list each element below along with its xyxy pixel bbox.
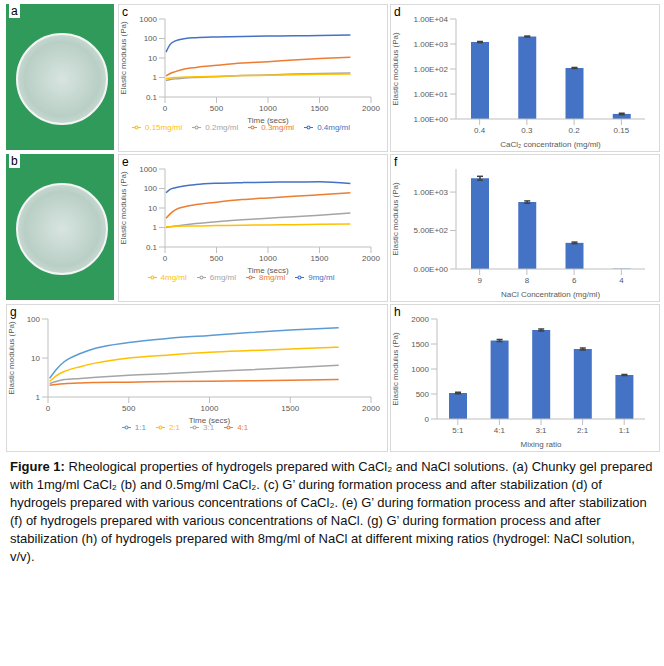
svg-text:Time (secs): Time (secs): [247, 116, 289, 125]
svg-text:100: 100: [144, 34, 158, 43]
html-text:g: g: [10, 305, 17, 319]
svg-text:1000: 1000: [139, 165, 157, 174]
svg-text:1: 1: [36, 393, 41, 402]
svg-text:1:1: 1:1: [619, 426, 631, 435]
svg-text:Time (secs): Time (secs): [247, 266, 289, 275]
svg-text:Elastic modulus (Pa): Elastic modulus (Pa): [391, 182, 400, 256]
svg-text:10: 10: [148, 204, 157, 213]
html-text:8mg/ml: 8mg/ml: [259, 273, 286, 282]
html-text:0.2mg/ml: 0.2mg/ml: [205, 123, 239, 132]
svg-text:1.00E+04: 1.00E+04: [414, 15, 449, 24]
svg-text:500: 500: [416, 390, 430, 399]
svg-text:8: 8: [525, 276, 530, 285]
svg-text:1.00E+01: 1.00E+01: [414, 90, 449, 99]
svg-text:2000: 2000: [362, 404, 380, 413]
svg-text:500: 500: [210, 104, 224, 113]
html-text:e: e: [122, 155, 129, 169]
svg-text:1: 1: [153, 73, 158, 82]
svg-text:9: 9: [477, 276, 482, 285]
html-text:Figure 1: Rheological properti: Figure 1: Rheological properties of hydr…: [10, 459, 653, 564]
svg-text:0.15: 0.15: [614, 126, 630, 135]
svg-text:CaCl₂ concentration (mg/ml): CaCl₂ concentration (mg/ml): [500, 140, 601, 149]
svg-text:1000: 1000: [259, 254, 277, 263]
svg-text:Elastic modulus (Pa): Elastic modulus (Pa): [119, 171, 128, 245]
svg-text:5:1: 5:1: [452, 426, 464, 435]
svg-text:4:1: 4:1: [494, 426, 506, 435]
svg-text:Time (secs): Time (secs): [189, 416, 231, 425]
svg-text:100: 100: [144, 184, 158, 193]
svg-text:0: 0: [163, 254, 168, 263]
svg-text:1000: 1000: [201, 404, 219, 413]
svg-text:0.1: 0.1: [146, 93, 158, 102]
html-text:c: c: [122, 5, 128, 19]
svg-text:100: 100: [27, 315, 41, 324]
html-text:1:1: 1:1: [134, 423, 146, 432]
svg-text:1500: 1500: [311, 254, 329, 263]
html-text:d: d: [394, 5, 401, 19]
svg-text:Elastic modulus (Pa): Elastic modulus (Pa): [119, 21, 128, 95]
svg-text:1000: 1000: [259, 104, 277, 113]
html-text:h: h: [394, 305, 401, 319]
html-text:4mg/ml: 4mg/ml: [160, 273, 187, 282]
svg-text:0: 0: [425, 415, 430, 424]
svg-text:1500: 1500: [411, 340, 429, 349]
html-text:9mg/ml: 9mg/ml: [308, 273, 335, 282]
svg-text:0.3: 0.3: [521, 126, 533, 135]
svg-text:1000: 1000: [411, 365, 429, 374]
svg-text:500: 500: [210, 254, 224, 263]
svg-text:0.1: 0.1: [146, 243, 158, 252]
svg-text:5.00E+02: 5.00E+02: [414, 226, 449, 235]
svg-text:NaCl Concentration (mg/ml): NaCl Concentration (mg/ml): [501, 290, 600, 299]
svg-text:1.00E+03: 1.00E+03: [414, 40, 449, 49]
svg-text:2000: 2000: [362, 104, 380, 113]
html-text:2:1: 2:1: [168, 423, 180, 432]
svg-text:2000: 2000: [411, 315, 429, 324]
svg-text:1500: 1500: [311, 104, 329, 113]
svg-text:6: 6: [572, 276, 577, 285]
svg-text:1.00E+02: 1.00E+02: [414, 65, 449, 74]
html-text:3:1: 3:1: [203, 423, 215, 432]
svg-text:1.00E+00: 1.00E+00: [414, 115, 449, 124]
svg-text:Elastic modulus (Pa): Elastic modulus (Pa): [391, 32, 400, 106]
svg-text:0: 0: [46, 404, 51, 413]
svg-text:2000: 2000: [362, 254, 380, 263]
svg-text:500: 500: [122, 404, 136, 413]
svg-text:1.00E+03: 1.00E+03: [414, 188, 449, 197]
svg-text:10: 10: [148, 54, 157, 63]
svg-text:0: 0: [163, 104, 168, 113]
svg-text:Elastic modulus (Pa): Elastic modulus (Pa): [7, 321, 16, 395]
svg-text:1500: 1500: [281, 404, 299, 413]
html-text:0.15mg/ml: 0.15mg/ml: [145, 123, 183, 132]
svg-text:2:1: 2:1: [577, 426, 589, 435]
html-text:0.4mg/ml: 0.4mg/ml: [317, 123, 350, 132]
html-text:6mg/ml: 6mg/ml: [209, 273, 236, 282]
svg-text:1000: 1000: [139, 15, 157, 24]
svg-text:Mixing ratio: Mixing ratio: [521, 440, 562, 449]
html-text:b: b: [11, 154, 18, 168]
svg-text:0.00E+00: 0.00E+00: [414, 265, 449, 274]
svg-text:3:1: 3:1: [535, 426, 547, 435]
svg-text:0.4: 0.4: [474, 126, 486, 135]
svg-text:4: 4: [619, 276, 624, 285]
svg-text:10: 10: [31, 354, 40, 363]
svg-text:0.2: 0.2: [569, 126, 581, 135]
html-text:a: a: [11, 4, 18, 18]
html-text:0.3mg/ml: 0.3mg/ml: [261, 123, 295, 132]
html-text:f: f: [394, 155, 398, 169]
svg-text:Elastic modulus (Pa): Elastic modulus (Pa): [391, 332, 400, 406]
svg-text:1: 1: [153, 223, 158, 232]
html-text:4:1: 4:1: [237, 423, 249, 432]
